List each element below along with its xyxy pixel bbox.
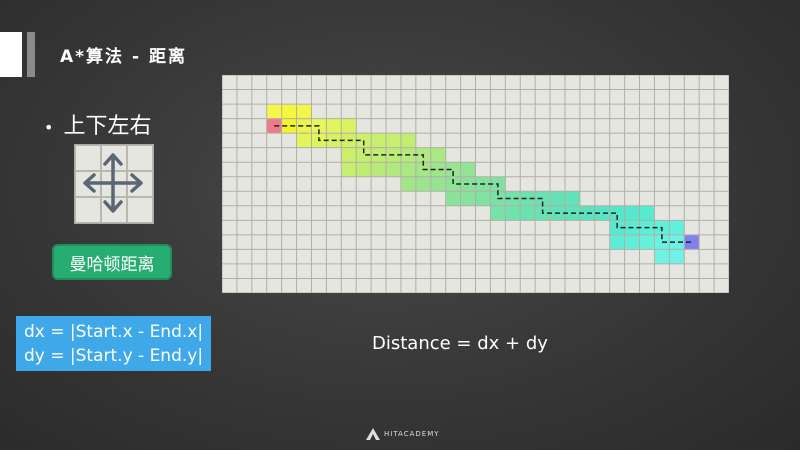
explored-cell: [415, 176, 431, 192]
explored-cell: [341, 147, 357, 163]
direction-grid: [74, 144, 154, 224]
explored-cell: [624, 205, 640, 221]
explored-cell: [386, 162, 401, 177]
explored-cell: [296, 133, 312, 148]
explored-cell: [400, 162, 416, 177]
title-accent-bar-secondary: [27, 32, 35, 77]
explored-cell: [356, 162, 372, 177]
bullet-dot: •: [44, 117, 54, 137]
hitacademy-logo-icon: [366, 428, 380, 440]
path-line: [274, 125, 692, 243]
explored-cell: [654, 234, 670, 250]
grid-svg: [221, 74, 730, 294]
pathfinding-grid: [221, 74, 730, 297]
slide-title: A*算法 - 距离: [60, 47, 187, 67]
explored-cell: [594, 205, 610, 221]
explored-cell: [430, 162, 446, 177]
explored-cell: [326, 118, 342, 134]
explored-cell: [639, 234, 655, 250]
explored-cell: [445, 191, 461, 206]
explored-cell: [296, 104, 312, 119]
explored-cell: [296, 118, 312, 134]
explored-cell: [550, 191, 565, 206]
formula-dy: dy = |Start.y - End.y|: [24, 346, 204, 366]
explored-cell: [400, 176, 416, 192]
explored-cell: [624, 234, 640, 250]
explored-cell: [266, 118, 282, 134]
explored-cell: [341, 162, 357, 177]
explored-cell: [669, 234, 685, 250]
explored-cell: [669, 220, 685, 235]
formula-dx: dx = |Start.x - End.x|: [24, 322, 204, 342]
bullet-text: 上下左右: [63, 114, 152, 139]
footer-logo: HITACADEMY: [366, 428, 440, 440]
explored-cell: [609, 205, 625, 221]
footer-text: HITACADEMY: [384, 430, 440, 438]
explored-cell: [445, 162, 461, 177]
explored-cell: [564, 191, 580, 206]
explored-cell: [460, 162, 476, 177]
bullet-item: • 上下左右: [44, 108, 151, 140]
explored-cell: [654, 249, 670, 264]
explored-cell: [341, 118, 357, 134]
explored-cell: [669, 249, 685, 264]
explored-cell: [371, 133, 387, 148]
explored-cell: [281, 104, 297, 119]
explored-cell: [639, 205, 655, 221]
explored-cell: [475, 191, 491, 206]
explored-cell: [609, 234, 625, 250]
explored-cell: [490, 205, 506, 221]
title-accent-bar: [0, 32, 22, 77]
explored-cell: [505, 191, 521, 206]
explored-cell: [356, 147, 372, 163]
explored-cell: [505, 205, 521, 221]
explored-cell: [430, 147, 446, 163]
explored-cell: [535, 191, 551, 206]
explored-cell: [371, 147, 387, 163]
formula-box: dx = |Start.x - End.x| dy = |Start.y - E…: [16, 316, 211, 371]
explored-cell: [445, 176, 461, 192]
manhattan-distance-badge: 曼哈顿距离: [52, 244, 172, 280]
explored-cell: [520, 191, 536, 206]
explored-cell: [266, 104, 282, 119]
distance-formula: Distance = dx + dy: [372, 333, 548, 354]
explored-cell: [281, 118, 297, 134]
explored-cell: [430, 176, 446, 192]
explored-cell: [386, 133, 401, 148]
explored-cell: [400, 133, 416, 148]
explored-cell: [520, 205, 536, 221]
explored-cell: [460, 191, 476, 206]
explored-cell: [371, 162, 387, 177]
explored-cell: [356, 133, 372, 148]
explored-cell: [684, 234, 700, 250]
